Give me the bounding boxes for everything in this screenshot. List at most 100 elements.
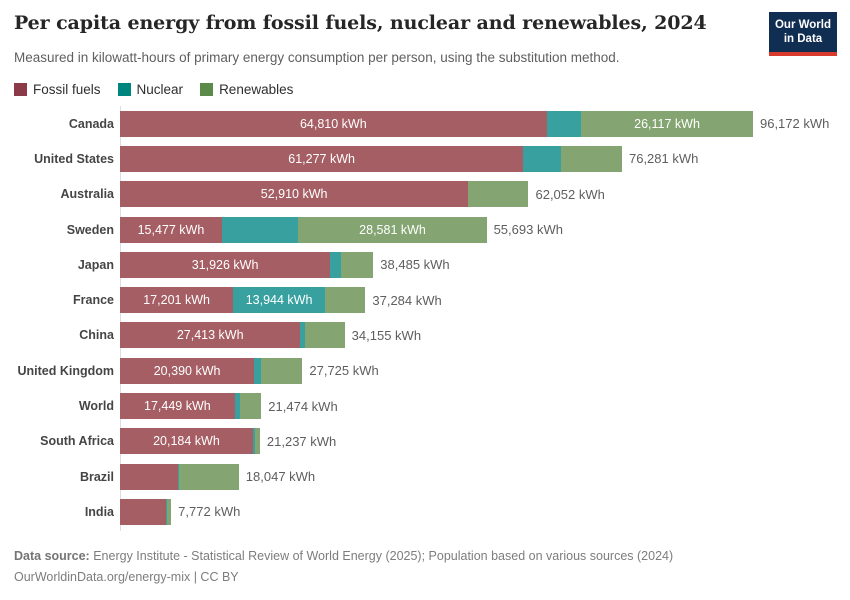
- bar-segment-fossil[interactable]: [120, 498, 167, 525]
- bar-segment-renewables[interactable]: [166, 498, 172, 525]
- chart-row: Australia 52,910 kWh 62,052 kWh: [0, 177, 850, 212]
- y-axis-line: [120, 106, 121, 531]
- bar-segment-fossil[interactable]: 27,413 kWh: [120, 322, 301, 349]
- total-label: 37,284 kWh: [372, 292, 442, 308]
- bar-track: 20,390 kWh 27,725 kWh: [120, 357, 379, 384]
- total-label: 62,052 kWh: [535, 186, 605, 202]
- chart-rows: Canada 64,810 kWh 26,117 kWh 96,172 kWh Un…: [0, 106, 850, 530]
- nuclear-swatch-icon: [117, 83, 131, 96]
- bar-segment-nuclear[interactable]: [221, 216, 299, 243]
- chart-row: India 7,772 kWh: [0, 494, 850, 529]
- chart-row: South Africa 20,184 kWh 21,237 kWh: [0, 424, 850, 459]
- country-label: Sweden: [66, 222, 114, 237]
- bar-track: 27,413 kWh 34,155 kWh: [120, 322, 422, 349]
- country-label: France: [73, 293, 114, 308]
- bar-segment-fossil[interactable]: 61,277 kWh: [120, 145, 524, 172]
- bar-segment-renewables[interactable]: [324, 287, 366, 314]
- bar-track: 20,184 kWh 21,237 kWh: [120, 428, 337, 455]
- bar-segment-renewables[interactable]: 26,117 kWh: [581, 110, 753, 137]
- country-label: Australia: [60, 187, 115, 202]
- bar-segment-fossil[interactable]: 31,926 kWh: [120, 251, 331, 278]
- bar-chart: Canada 64,810 kWh 26,117 kWh 96,172 kWh Un…: [0, 106, 850, 530]
- segment-value-label: 20,184 kWh: [153, 434, 220, 449]
- bar-segment-renewables[interactable]: 28,581 kWh: [298, 216, 487, 243]
- legend-item-renewables[interactable]: Renewables: [200, 82, 293, 97]
- bar-segment-nuclear[interactable]: [523, 145, 561, 172]
- total-label: 18,047 kWh: [245, 469, 316, 485]
- bar-segment-renewables[interactable]: [178, 463, 239, 490]
- bar-segment-fossil[interactable]: 64,810 kWh: [120, 110, 547, 137]
- bar-segment-nuclear[interactable]: 13,944 kWh: [233, 287, 325, 314]
- footer-permalink[interactable]: OurWorldinData.org/energy-mix | CC BY: [14, 570, 239, 585]
- total-label: 76,281 kWh: [628, 151, 699, 167]
- total-label: 21,237 kWh: [266, 433, 337, 449]
- country-label: Brazil: [79, 469, 114, 484]
- segment-value-label: 28,581 kWh: [359, 222, 426, 237]
- chart-row: Brazil 18,047 kWh: [0, 459, 850, 494]
- bar-segment-nuclear[interactable]: [300, 322, 306, 349]
- bar-track: 64,810 kWh 26,117 kWh 96,172 kWh: [120, 110, 830, 137]
- bar-segment-nuclear[interactable]: [254, 357, 262, 384]
- legend-item-nuclear[interactable]: Nuclear: [117, 82, 184, 97]
- chart-row: China 27,413 kWh 34,155 kWh: [0, 318, 850, 353]
- bar-segment-renewables[interactable]: [261, 357, 303, 384]
- total-label: 55,693 kWh: [493, 222, 563, 238]
- segment-value-label: 13,944 kWh: [245, 293, 313, 308]
- segment-value-label: 61,277 kWh: [288, 151, 355, 166]
- bar-segment-fossil[interactable]: 17,449 kWh: [120, 393, 235, 420]
- owid-logo-line1: Our World: [774, 19, 831, 31]
- bar-track: 17,449 kWh 21,474 kWh: [120, 393, 338, 420]
- bar-segment-fossil[interactable]: 15,477 kWh: [120, 216, 222, 243]
- bar-segment-renewables[interactable]: [239, 393, 262, 420]
- bar-segment-renewables[interactable]: [468, 181, 529, 208]
- country-label: Canada: [68, 116, 114, 131]
- segment-value-label: 26,117 kWh: [634, 116, 700, 131]
- bar-segment-nuclear[interactable]: [546, 110, 582, 137]
- bar-track: 15,477 kWh 28,581 kWh 55,693 kWh: [120, 216, 563, 243]
- bar-segment-renewables[interactable]: [560, 145, 622, 172]
- bar-segment-fossil[interactable]: 17,201 kWh: [120, 287, 234, 314]
- data-source-text: Energy Institute - Statistical Review of…: [89, 549, 674, 563]
- country-label: United Kingdom: [17, 363, 114, 378]
- segment-value-label: 15,477 kWh: [137, 222, 205, 237]
- chart-row: United Kingdom 20,390 kWh 27,725 kWh: [0, 353, 850, 388]
- bar-segment-renewables[interactable]: [305, 322, 345, 349]
- bar-segment-renewables[interactable]: [341, 251, 374, 278]
- legend-label: Nuclear: [136, 82, 184, 97]
- total-label: 96,172 kWh: [759, 116, 830, 132]
- chart-subtitle: Measured in kilowatt-hours of primary en…: [14, 50, 620, 65]
- bar-segment-fossil[interactable]: [120, 463, 179, 490]
- chart-row: United States 61,277 kWh 76,281 kWh: [0, 141, 850, 176]
- segment-value-label: 52,910 kWh: [260, 187, 328, 202]
- total-label: 21,474 kWh: [268, 398, 338, 414]
- country-label: World: [78, 399, 114, 414]
- segment-value-label: 20,390 kWh: [153, 363, 221, 378]
- legend-label: Fossil fuels: [33, 82, 101, 97]
- renewables-swatch-icon: [200, 83, 214, 96]
- bar-track: 7,772 kWh: [120, 498, 241, 525]
- legend: Fossil fuels Nuclear Renewables: [14, 82, 293, 97]
- owid-logo-line2: in Data: [783, 33, 823, 46]
- segment-value-label: 27,413 kWh: [176, 328, 244, 343]
- chart-footer: Data source: Energy Institute - Statisti…: [14, 546, 834, 589]
- bar-segment-nuclear[interactable]: [252, 428, 255, 455]
- bar-segment-nuclear[interactable]: [330, 251, 342, 278]
- chart-row: Japan 31,926 kWh 38,485 kWh: [0, 247, 850, 282]
- segment-value-label: 31,926 kWh: [191, 257, 259, 272]
- total-label: 38,485 kWh: [380, 257, 450, 273]
- page-title: Per capita energy from fossil fuels, nuc…: [14, 12, 707, 34]
- bar-segment-nuclear[interactable]: [234, 393, 240, 420]
- country-label: United States: [34, 151, 114, 166]
- bar-segment-fossil[interactable]: 20,184 kWh: [120, 428, 253, 455]
- data-source-line: Data source: Energy Institute - Statisti…: [14, 546, 834, 567]
- bar-segment-fossil[interactable]: 20,390 kWh: [120, 357, 255, 384]
- segment-value-label: 17,449 kWh: [144, 399, 211, 414]
- total-label: 34,155 kWh: [351, 327, 422, 343]
- bar-segment-renewables[interactable]: [254, 428, 260, 455]
- chart-row: Sweden 15,477 kWh 28,581 kWh 55,693 kWh: [0, 212, 850, 247]
- bar-segment-fossil[interactable]: 52,910 kWh: [120, 181, 469, 208]
- legend-item-fossil-fuels[interactable]: Fossil fuels: [14, 82, 101, 97]
- total-label: 7,772 kWh: [178, 504, 241, 520]
- bar-segment-nuclear[interactable]: [178, 463, 179, 490]
